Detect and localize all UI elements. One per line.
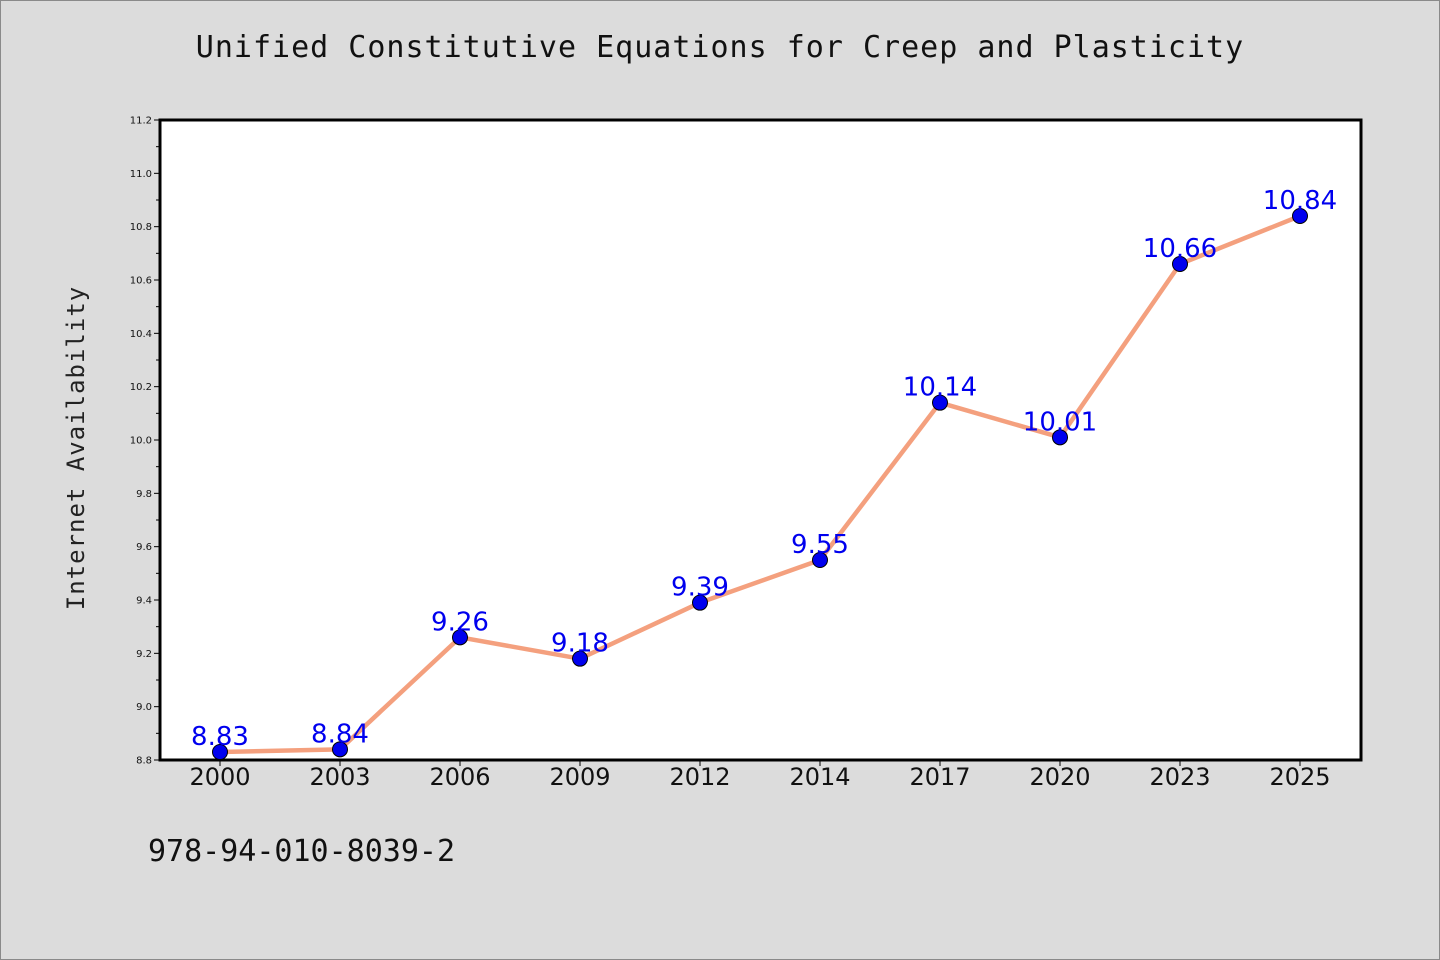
series-layer — [212, 208, 1308, 760]
data-point — [1172, 256, 1188, 272]
data-point — [1292, 208, 1308, 224]
data-point — [212, 744, 228, 760]
x-tick-label: 2025 — [1269, 763, 1330, 791]
data-point — [332, 741, 348, 758]
data-label: 9.55 — [791, 530, 849, 560]
plot-area — [158, 118, 1363, 762]
x-tick-label: 2020 — [1029, 763, 1090, 791]
data-label: 10.14 — [903, 373, 977, 403]
x-axis: 2000 2003 2006 2009 2012 2014 2017 2020 2023 2025 — [189, 760, 1331, 791]
y-tick-label: 10.0 — [130, 436, 152, 447]
y-axis: 8.8 9.0 9.2 9.4 9.6 9.8 10.0 10.2 10.4 10.6 10.8 11… — [130, 116, 160, 767]
y-tick-label: 10.4 — [130, 329, 152, 340]
y-tick-label: 8.8 — [136, 756, 152, 767]
data-label: 10.84 — [1263, 186, 1337, 216]
data-point — [452, 629, 468, 646]
data-point — [572, 650, 588, 667]
series-line — [217, 213, 1303, 755]
x-tick-label: 2014 — [789, 763, 850, 791]
y-tick-label: 10.8 — [130, 222, 152, 233]
y-tick-label: 9.2 — [136, 649, 152, 660]
x-tick-label: 2012 — [669, 763, 730, 791]
x-tick-label: 2017 — [909, 763, 970, 791]
y-tick-label: 9.4 — [136, 596, 152, 607]
y-tick-label: 11.2 — [130, 116, 152, 127]
y-tick-label: 9.0 — [136, 702, 152, 713]
x-tick-label: 2006 — [429, 763, 490, 791]
data-point — [932, 394, 948, 411]
y-tick-label: 10.2 — [130, 382, 152, 393]
data-label: 8.83 — [191, 722, 249, 752]
data-label: 9.39 — [671, 573, 729, 603]
data-label: 8.84 — [311, 719, 369, 749]
data-label: 10.66 — [1143, 234, 1217, 264]
y-tick-label: 11.0 — [130, 169, 152, 180]
x-tick-label: 2009 — [549, 763, 610, 791]
y-tick-label: 9.8 — [136, 489, 152, 500]
y-tick-label: 10.6 — [130, 276, 152, 287]
data-point — [1052, 429, 1068, 446]
chart-title: Unified Constitutive Equations for Creep… — [195, 30, 1245, 65]
data-label: 10.01 — [1023, 407, 1097, 437]
data-label-layer: 8.83 8.84 9.26 9.18 9.39 9.55 10.14 10.01 10.66 1… — [191, 186, 1337, 752]
data-label: 9.26 — [431, 607, 489, 637]
data-point — [812, 552, 828, 568]
isbn-footnote: 978-94-010-8039-2 — [148, 834, 456, 869]
data-point — [692, 594, 708, 611]
y-tick-label: 9.6 — [136, 542, 152, 553]
x-tick-label: 2003 — [309, 763, 370, 791]
x-tick-label: 2023 — [1149, 763, 1210, 791]
data-label: 9.18 — [551, 629, 609, 659]
x-tick-label: 2000 — [189, 763, 250, 791]
